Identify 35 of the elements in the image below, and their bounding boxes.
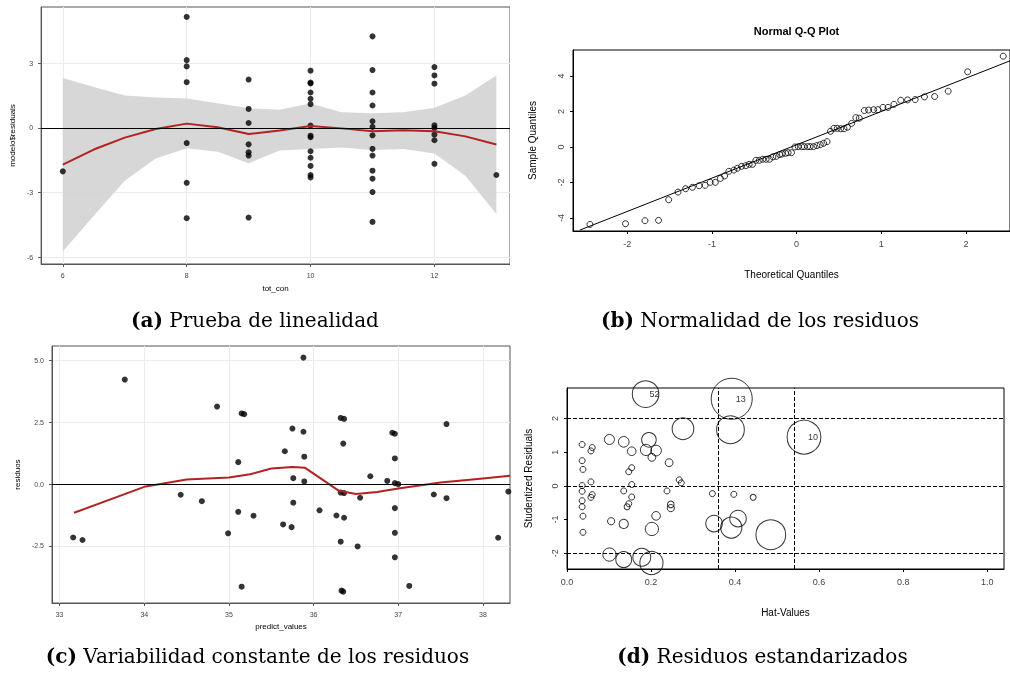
x-tick-label: 1.0 — [980, 576, 994, 587]
y-tick-label: -1 — [549, 515, 560, 524]
y-axis-title: Sample Quantiles — [526, 101, 538, 180]
y-axis-title: modelo$residuals — [7, 104, 17, 167]
x-tick-label: 0.6 — [812, 576, 826, 587]
x-tick-label: -1 — [707, 238, 716, 249]
text: (a) Prueba de linealidad — [131, 308, 380, 332]
x-axis-title: Theoretical Quantiles — [744, 268, 839, 280]
y-tick-label: 1 — [549, 449, 560, 455]
x-tick-label: 0.2 — [644, 576, 658, 587]
annotation: 13 — [735, 393, 746, 404]
x-tick-label: 1 — [878, 238, 884, 249]
text: (b) Normalidad de los residuos — [600, 308, 920, 332]
x-tick-label: 0 — [794, 238, 800, 249]
chart-title: Normal Q-Q Plot — [753, 24, 840, 37]
x-axis-title: Hat-Values — [761, 606, 810, 618]
text: (c) Variabilidad constante de los residuos — [45, 644, 470, 668]
x-axis-title: tot_con — [262, 283, 289, 293]
y-axis-title: residuos — [12, 459, 22, 490]
y-tick-label: 0 — [549, 483, 560, 489]
x-tick-label: -2 — [623, 238, 632, 249]
x-tick-label: 0.8 — [896, 576, 910, 587]
x-tick-label: 0.4 — [728, 576, 742, 587]
text: (d) Residuos estandarizados — [617, 644, 908, 668]
y-tick-label: 2 — [549, 416, 560, 422]
x-tick-label: 2 — [963, 238, 969, 249]
y-tick-label: 2 — [555, 108, 566, 114]
annotation: 10 — [807, 432, 818, 443]
y-tick-label: 4 — [555, 73, 566, 79]
x-axis-title: predict_values — [255, 622, 307, 632]
y-tick-label: -2 — [549, 549, 560, 558]
y-tick-label: -2 — [555, 178, 566, 187]
y-tick-label: -4 — [555, 214, 566, 223]
y-tick-label: 0 — [555, 144, 566, 150]
y-axis-title: Studentized Residuals — [522, 428, 534, 529]
